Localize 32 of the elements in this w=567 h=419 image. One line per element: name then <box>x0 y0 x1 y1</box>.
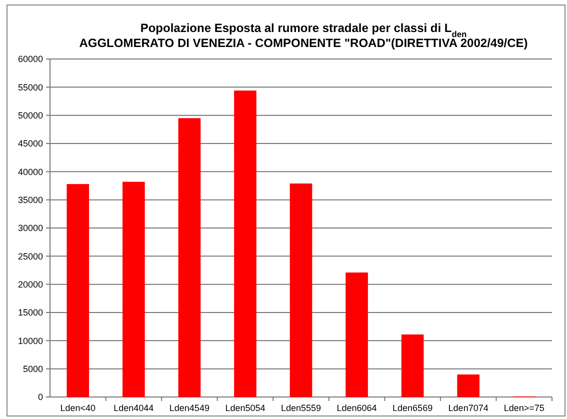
chart-subtitle: AGGLOMERATO DI VENEZIA - COMPONENTE "ROAD"(DIRETTIVA 2002/49/CE) <box>79 36 528 50</box>
y-tick-label: 0 <box>38 392 43 402</box>
bar <box>66 184 90 397</box>
x-tick-label: Lden5054 <box>225 403 266 413</box>
y-tick-label: 20000 <box>18 279 43 290</box>
x-tick-label: Lden7074 <box>448 403 488 413</box>
y-tick-label: 5000 <box>22 364 43 374</box>
bar <box>290 183 312 397</box>
bar <box>122 182 145 397</box>
y-tick-label: 25000 <box>18 251 43 262</box>
x-tick-label: Lden6064 <box>336 403 377 413</box>
bar <box>401 334 424 397</box>
x-tick-label: Lden>=75 <box>504 403 544 413</box>
bar <box>234 90 256 397</box>
y-tick-label: 10000 <box>18 336 43 346</box>
bar <box>178 118 201 397</box>
x-tick-label: Lden4044 <box>114 403 154 413</box>
x-tick-label: Lden6569 <box>392 403 433 413</box>
x-tick-label: Lden4549 <box>169 403 210 413</box>
y-tick-label: 60000 <box>18 54 43 64</box>
x-tick-label: Lden<40 <box>60 403 96 413</box>
y-tick-label: 40000 <box>18 166 43 177</box>
chart-title: Popolazione Esposta al rumore stradale per classi di L$_{den}$ <box>140 21 467 39</box>
bar <box>457 374 480 397</box>
y-tick-label: 35000 <box>18 194 43 205</box>
bar <box>346 272 368 397</box>
y-tick-label: 15000 <box>18 308 43 318</box>
y-tick-label: 50000 <box>18 110 43 120</box>
y-tick-label: 45000 <box>18 138 43 149</box>
y-tick-label: 55000 <box>18 82 43 92</box>
x-tick-label: Lden5559 <box>280 403 322 413</box>
y-tick-label: 30000 <box>18 223 43 234</box>
